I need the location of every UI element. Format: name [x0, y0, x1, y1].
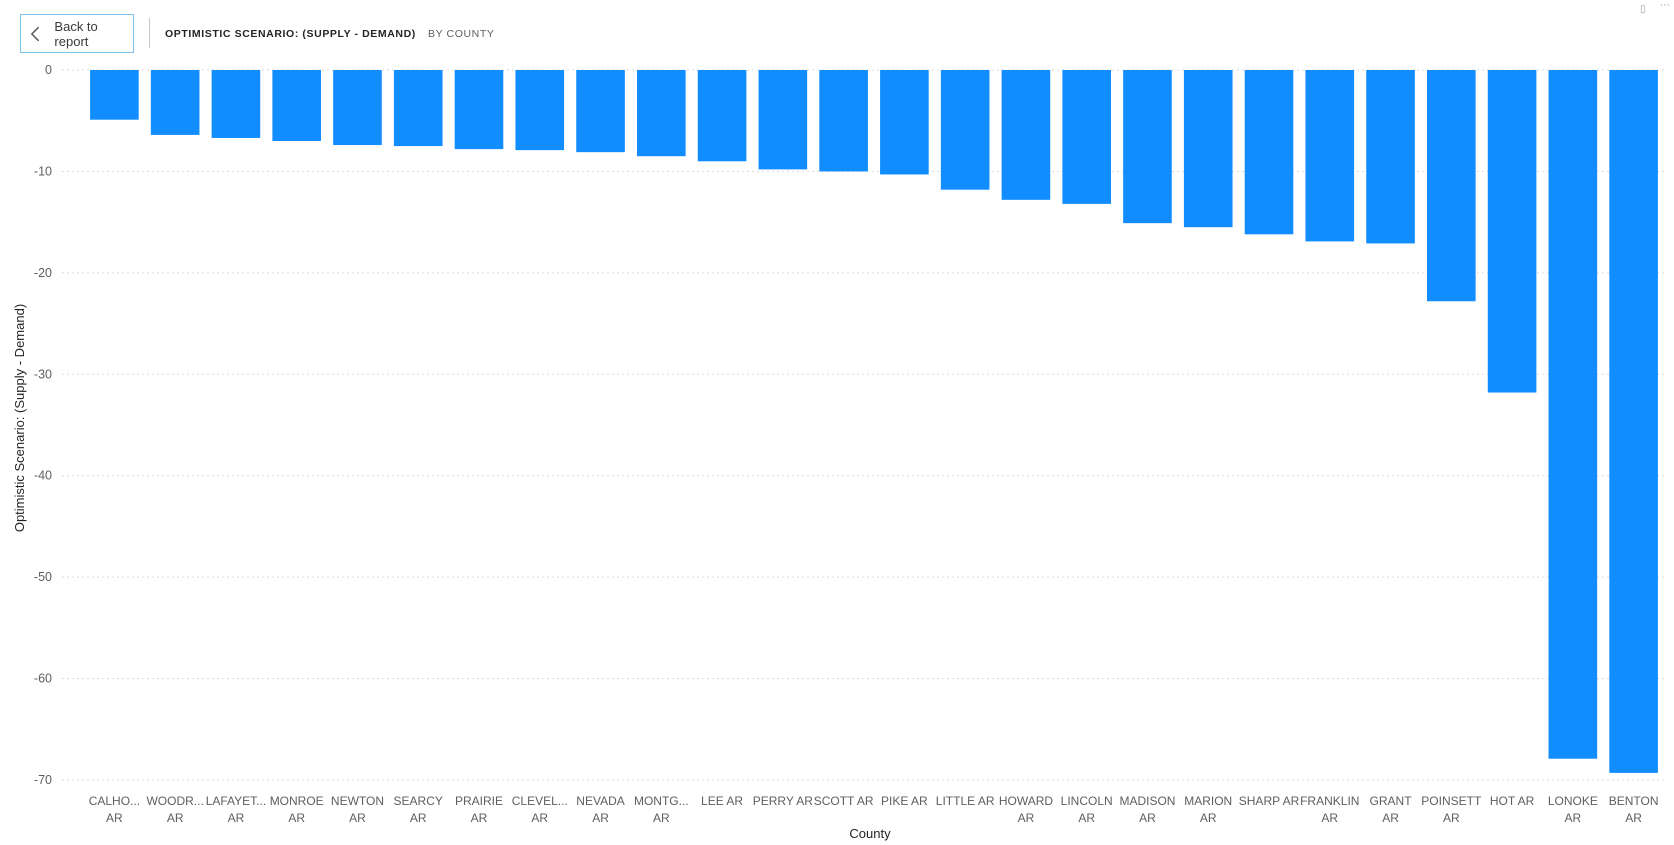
x-tick-label: AR — [167, 811, 184, 825]
x-tick-label: AR — [288, 811, 305, 825]
bar[interactable] — [1487, 70, 1537, 393]
x-tick-label: PERRY AR — [753, 794, 814, 808]
chevron-left-icon — [30, 26, 40, 41]
x-tick-label: AR — [410, 811, 427, 825]
x-tick-label: BENTON — [1609, 794, 1659, 808]
x-tick-label: LINCOLN — [1061, 794, 1113, 808]
back-to-report-button[interactable]: Back to report — [20, 14, 134, 53]
x-axis-ticks: CALHO... AR WOODR... AR LAFAYET... AR MONROE AR… — [89, 794, 1659, 825]
bar[interactable] — [1123, 70, 1172, 224]
x-tick-label: AR — [1321, 811, 1338, 825]
x-tick-label: AR — [1078, 811, 1095, 825]
bars — [90, 70, 1658, 773]
bar[interactable] — [1244, 70, 1294, 235]
x-tick-label: POINSETT — [1421, 794, 1482, 808]
bar[interactable] — [1001, 70, 1051, 200]
y-tick-label: -40 — [34, 469, 52, 483]
y-tick-label: 0 — [45, 63, 52, 77]
y-axis-ticks: 0 -10 -20 -30 -40 -50 -60 -70 — [34, 63, 52, 787]
x-tick-label: NEWTON — [331, 794, 384, 808]
y-tick-label: -70 — [34, 773, 52, 787]
x-tick-label: SHARP AR — [1239, 794, 1300, 808]
x-tick-label: MADISON — [1119, 794, 1175, 808]
visual-title: OPTIMISTIC SCENARIO: (SUPPLY - DEMAND) — [165, 28, 416, 40]
bar[interactable] — [211, 70, 261, 138]
back-button-label: Back to report — [54, 18, 98, 49]
x-axis-title: County — [849, 826, 891, 841]
x-tick-label: WOODR... — [146, 794, 203, 808]
bar[interactable] — [1609, 70, 1658, 773]
x-tick-label: MARION — [1184, 794, 1232, 808]
x-tick-label: CLEVEL... — [512, 794, 568, 808]
x-tick-label: LAFAYET... — [206, 794, 266, 808]
visual-subtitle: BY COUNTY — [428, 28, 495, 40]
x-tick-label: AR — [106, 811, 123, 825]
y-tick-label: -50 — [34, 570, 52, 584]
x-tick-label: AR — [228, 811, 245, 825]
x-tick-label: GRANT — [1370, 794, 1413, 808]
bar[interactable] — [515, 70, 565, 151]
bar[interactable] — [1366, 70, 1415, 244]
header-divider — [149, 18, 150, 48]
x-tick-label: AR — [1443, 811, 1460, 825]
bar[interactable] — [150, 70, 200, 135]
bar[interactable] — [940, 70, 990, 190]
x-tick-label: MONTG... — [634, 794, 689, 808]
x-tick-label: FRANKLIN — [1300, 794, 1359, 808]
bar[interactable] — [1548, 70, 1598, 759]
x-tick-label: AR — [531, 811, 548, 825]
bar[interactable] — [1183, 70, 1233, 228]
bar[interactable] — [637, 70, 686, 157]
y-tick-label: -60 — [34, 672, 52, 686]
bar[interactable] — [576, 70, 625, 153]
bar[interactable] — [333, 70, 382, 146]
x-tick-label: LITTLE AR — [936, 794, 995, 808]
bar[interactable] — [272, 70, 321, 141]
y-tick-label: -10 — [34, 164, 52, 178]
x-tick-label: LONOKE — [1548, 794, 1598, 808]
bar[interactable] — [1427, 70, 1476, 302]
y-axis-title: Optimistic Scenario: (Supply - Demand) — [12, 304, 27, 532]
x-tick-label: AR — [1382, 811, 1399, 825]
x-tick-label: PRAIRIE — [455, 794, 503, 808]
x-tick-label: AR — [471, 811, 488, 825]
bar[interactable] — [90, 70, 139, 120]
x-tick-label: AR — [1139, 811, 1156, 825]
x-tick-label: AR — [1018, 811, 1035, 825]
x-tick-label: AR — [1565, 811, 1582, 825]
x-tick-label: NEVADA — [576, 794, 624, 808]
more-options-icon[interactable]: ⋯ — [1660, 0, 1670, 11]
x-tick-label: PIKE AR — [881, 794, 928, 808]
bar[interactable] — [1305, 70, 1355, 242]
x-tick-label: SEARCY — [394, 794, 443, 808]
bar[interactable] — [697, 70, 747, 162]
bar[interactable] — [819, 70, 868, 172]
x-tick-label: LEE AR — [701, 794, 743, 808]
y-tick-label: -30 — [34, 367, 52, 381]
x-tick-label: AR — [1625, 811, 1642, 825]
focus-mode-icon[interactable]: ▯ — [1640, 4, 1646, 15]
x-tick-label: SCOTT AR — [814, 794, 874, 808]
bar[interactable] — [758, 70, 808, 170]
x-tick-label: AR — [349, 811, 366, 825]
x-tick-label: MONROE — [270, 794, 324, 808]
visual-header: Back to report OPTIMISTIC SCENARIO: (SUP… — [0, 0, 1674, 70]
x-tick-label: AR — [653, 811, 670, 825]
gridlines — [62, 69, 1664, 781]
x-tick-label: AR — [1200, 811, 1217, 825]
bar[interactable] — [393, 70, 443, 147]
bar[interactable] — [880, 70, 929, 175]
x-tick-label: HOT AR — [1490, 794, 1535, 808]
bar[interactable] — [1062, 70, 1111, 204]
x-tick-label: CALHO... — [89, 794, 140, 808]
x-tick-label: HOWARD — [999, 794, 1054, 808]
y-tick-label: -20 — [34, 266, 52, 280]
bar[interactable] — [454, 70, 504, 150]
x-tick-label: AR — [592, 811, 609, 825]
